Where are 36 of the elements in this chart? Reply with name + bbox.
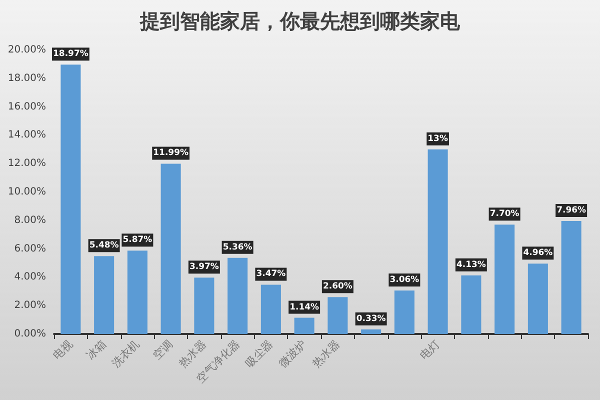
data-label: 3.97% [189,262,220,272]
y-tick-label: 18.00% [8,72,46,84]
y-tick-label: 0.00% [14,328,46,340]
data-label: 2.60% [322,282,353,292]
data-label: 7.70% [490,209,520,220]
x-tick-label: 电灯 [418,337,442,362]
data-label: 7.96% [556,205,587,216]
y-tick-label: 16.00% [8,101,46,112]
data-label: 18.97% [52,49,89,60]
x-tick-label: 冰箱 [84,337,109,362]
data-label: 4.13% [456,260,486,270]
x-tick-label: 空调 [150,337,176,362]
x-tick-label: 洗衣机 [110,337,142,370]
data-label: 4.96% [523,248,554,258]
y-tick-label: 12.00% [8,158,46,170]
data-label: 0.33% [356,314,386,324]
y-tick-label: 8.00% [14,214,46,226]
y-tick-label: 14.00% [8,130,46,141]
data-label: 3.06% [390,275,420,286]
y-tick-label: 2.00% [14,300,46,312]
data-label: 5.87% [122,235,153,246]
data-label: 3.47% [256,269,286,280]
data-label: 13% [428,134,448,144]
data-label: 11.99% [153,148,189,158]
data-label: 5.36% [222,242,253,252]
data-label: 5.48% [89,240,120,251]
x-tick-label: 电视 [50,337,76,362]
chart-title: 提到智能家居，你最先想到哪类家电 [139,9,461,33]
y-tick-label: 6.00% [14,243,46,254]
x-tick-label: 吸尘器 [243,337,276,370]
y-tick-label: 20.00% [8,44,46,56]
y-tick-label: 10.00% [8,186,46,198]
data-label: 1.14% [290,302,320,312]
y-tick-label: 4.00% [14,272,46,283]
x-tick-label: 微波炉 [276,337,309,370]
x-tick-label: 热水器 [310,337,342,370]
